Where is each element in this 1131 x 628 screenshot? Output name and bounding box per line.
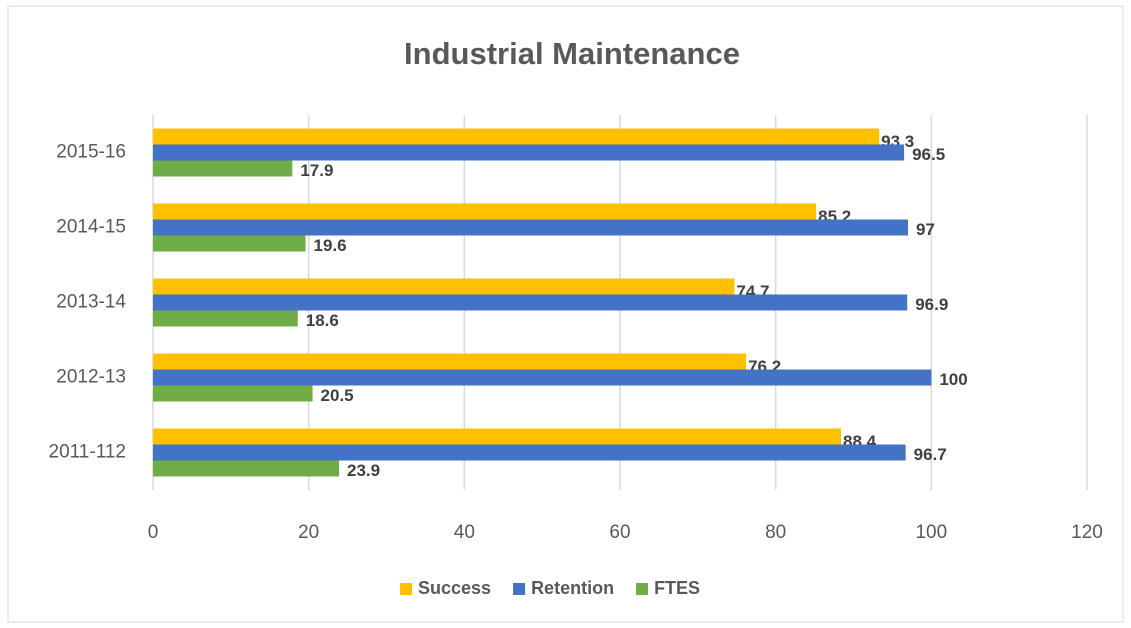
value-label: 19.6 [314, 236, 347, 255]
legend-swatch [513, 583, 526, 595]
y-tick-label: 2015-16 [56, 142, 126, 163]
value-label: 17.9 [300, 161, 333, 180]
bar [153, 160, 293, 177]
x-tick-label: 100 [915, 522, 947, 543]
legend-label: Retention [531, 578, 614, 598]
value-label: 97 [916, 220, 935, 239]
legend-swatch [636, 583, 649, 595]
bar [153, 353, 747, 370]
bar [153, 428, 842, 445]
x-tick-label: 60 [609, 522, 630, 543]
x-tick-label: 0 [148, 522, 159, 543]
bar [153, 235, 306, 252]
legend-label: Success [418, 578, 491, 598]
y-tick-label: 2013-14 [56, 292, 126, 313]
bar [153, 128, 880, 145]
x-tick-label: 120 [1071, 522, 1103, 543]
value-label: 20.5 [321, 386, 354, 405]
x-tick-label: 40 [454, 522, 475, 543]
x-tick-label: 80 [765, 522, 786, 543]
value-label: 96.7 [914, 445, 947, 464]
x-tick-label: 20 [298, 522, 319, 543]
bar [153, 144, 905, 161]
bar [153, 219, 908, 236]
chart-title: Industrial Maintenance [404, 36, 740, 71]
value-label: 96.5 [912, 145, 945, 164]
value-label: 100 [939, 370, 967, 389]
bar [153, 294, 908, 311]
y-tick-label: 2014-15 [56, 217, 126, 238]
y-tick-label: 2011-112 [49, 442, 126, 463]
legend-swatch [400, 583, 412, 595]
y-tick-label: 2012-13 [56, 367, 126, 388]
bar [153, 278, 735, 295]
bar [153, 203, 817, 220]
bar [153, 385, 313, 402]
value-label: 18.6 [306, 311, 339, 330]
value-label: 96.9 [915, 295, 948, 314]
bar [153, 310, 298, 327]
bar [153, 369, 932, 386]
legend-label: FTES [654, 578, 700, 598]
bar [153, 444, 906, 461]
value-label: 23.9 [347, 461, 380, 480]
bar [153, 460, 340, 477]
